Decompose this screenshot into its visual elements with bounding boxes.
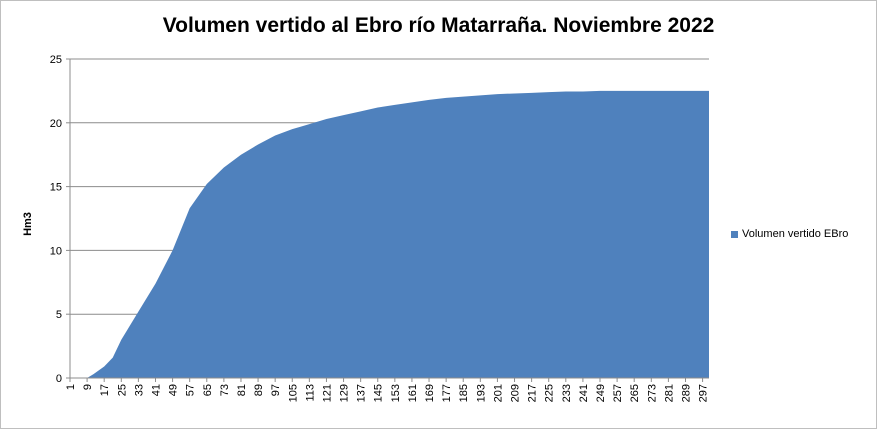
legend-swatch	[731, 230, 738, 238]
legend: Volumen vertido EBro	[731, 228, 848, 240]
y-tick-label: 5	[56, 309, 62, 321]
x-tick-label: 257	[612, 384, 624, 402]
x-tick-label: 217	[527, 384, 539, 402]
x-tick-label: 249	[595, 384, 607, 402]
x-tick-label: 33	[133, 384, 145, 396]
y-tick-label: 25	[50, 54, 62, 66]
x-tick-label: 1	[65, 384, 77, 390]
x-tick-label: 81	[236, 384, 248, 396]
y-tick-label: 10	[50, 245, 62, 257]
x-tick-label: 289	[680, 384, 692, 402]
x-tick-label: 177	[441, 384, 453, 402]
x-tick-label: 49	[168, 384, 180, 396]
x-tick-label: 193	[475, 384, 487, 402]
x-tick-label: 57	[185, 384, 197, 396]
legend-label: Volumen vertido EBro	[742, 228, 849, 240]
x-tick-label: 137	[356, 384, 368, 402]
x-tick-label: 17	[99, 384, 111, 396]
x-tick-label: 209	[510, 384, 522, 402]
y-axis-label: Hm3	[22, 212, 34, 236]
chart-title: Volumen vertido al Ebro río Matarraña. N…	[162, 14, 715, 37]
x-tick-label: 105	[287, 384, 299, 402]
x-tick-label: 145	[373, 384, 385, 402]
x-tick-label: 25	[116, 384, 128, 396]
x-tick-label: 9	[82, 384, 94, 390]
x-tick-label: 129	[339, 384, 351, 402]
x-tick-label: 241	[578, 384, 590, 402]
x-tick-label: 65	[202, 384, 214, 396]
x-tick-label: 97	[270, 384, 282, 396]
x-tick-label: 89	[253, 384, 265, 396]
x-tick-label: 225	[544, 384, 556, 402]
x-tick-label: 281	[663, 384, 675, 402]
x-tick-label: 161	[407, 384, 419, 402]
x-tick-label: 233	[561, 384, 573, 402]
y-tick-label: 15	[50, 182, 62, 194]
x-tick-label: 113	[304, 384, 316, 402]
series-area	[70, 90, 709, 379]
x-tick-label: 185	[458, 384, 470, 402]
x-tick-label: 169	[424, 384, 436, 402]
x-tick-label: 265	[629, 384, 641, 402]
x-tick-label: 121	[321, 384, 333, 402]
x-tick-label: 153	[390, 384, 402, 402]
x-tick-label: 297	[698, 384, 710, 402]
x-tick-label: 273	[646, 384, 658, 402]
y-tick-label: 20	[50, 118, 62, 130]
x-tick-label: 41	[150, 384, 162, 396]
y-tick-label: 0	[56, 373, 62, 385]
x-tick-label: 73	[219, 384, 231, 396]
x-tick-label: 201	[492, 384, 504, 402]
